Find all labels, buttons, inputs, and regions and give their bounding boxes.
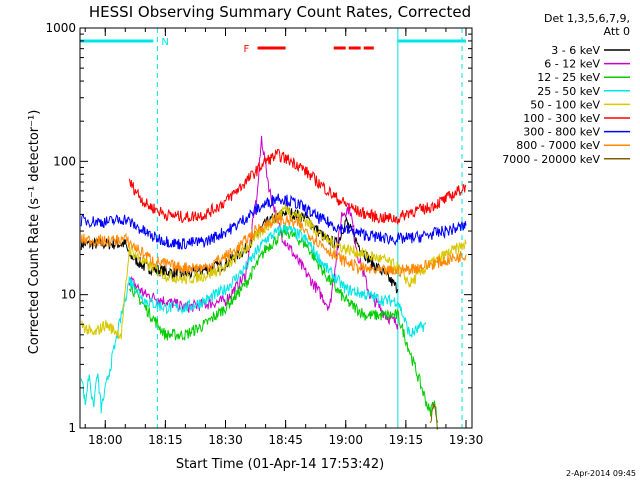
- legend-header: Att 0: [604, 25, 630, 38]
- x-tick-label: 18:45: [268, 433, 303, 447]
- series-100-300kev: [128, 148, 467, 226]
- x-tick-label: 19:00: [328, 433, 363, 447]
- flare-label: F: [244, 44, 250, 55]
- x-tick-label: 18:30: [208, 433, 243, 447]
- chart-title: HESSI Observing Summary Count Rates, Cor…: [89, 3, 471, 21]
- legend-label: 7000 - 20000 keV: [502, 153, 600, 166]
- x-tick-label: 19:15: [389, 433, 424, 447]
- series-800-7000kev: [80, 212, 467, 278]
- legend-label: 3 - 6 keV: [551, 44, 600, 57]
- x-tick-label: 19:30: [449, 433, 484, 447]
- y-tick-label: 1: [68, 421, 76, 435]
- series-6-12kev: [128, 135, 399, 330]
- x-tick-label: 18:00: [88, 433, 123, 447]
- legend-label: 50 - 100 keV: [530, 98, 600, 111]
- y-tick-label: 1000: [45, 21, 76, 35]
- legend-label: 800 - 7000 keV: [516, 139, 600, 152]
- series-50-100kev: [81, 203, 467, 340]
- series-300-800kev: [80, 193, 467, 250]
- legend-header: Det 1,3,5,6,7,9,: [544, 12, 630, 25]
- legend-label: 25 - 50 keV: [537, 85, 600, 98]
- legend-label: 12 - 25 keV: [537, 71, 600, 84]
- series-12-25kev: [128, 226, 439, 423]
- generated-timestamp: 2-Apr-2014 09:45: [566, 469, 636, 478]
- plot-frame: [79, 27, 473, 429]
- series-25-50kev: [80, 223, 427, 414]
- axes: 1 10 100 1000 18:00 18:15 18:30 18:45 19:00 19:15…: [45, 21, 483, 447]
- series-7000-20000kev: [429, 402, 439, 431]
- plot-area: NF: [80, 28, 467, 431]
- attenuator-label: N: [161, 37, 168, 48]
- y-axis-label: Corrected Count Rate (s⁻¹ detector⁻¹): [27, 110, 42, 355]
- x-axis-label: Start Time (01-Apr-14 17:53:42): [176, 457, 384, 472]
- legend-label: 300 - 800 keV: [523, 126, 600, 139]
- legend-label: 100 - 300 keV: [523, 112, 600, 125]
- y-tick-label: 100: [53, 154, 76, 168]
- x-tick-label: 18:15: [148, 433, 183, 447]
- y-tick-label: 10: [61, 288, 76, 302]
- legend-label: 6 - 12 keV: [544, 58, 600, 71]
